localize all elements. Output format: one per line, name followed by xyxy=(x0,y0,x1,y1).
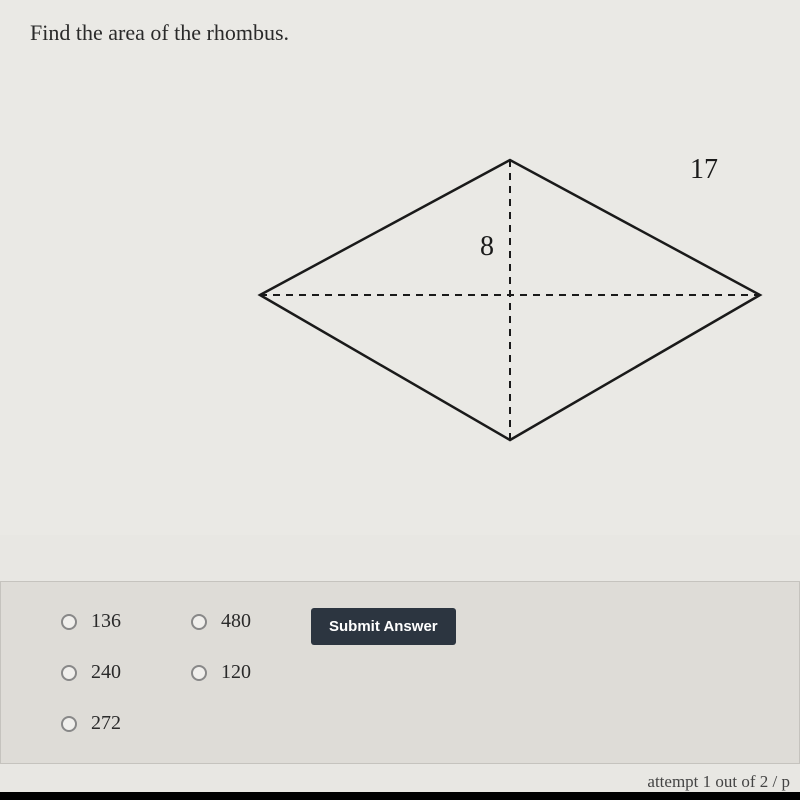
radio-icon xyxy=(61,665,77,681)
rhombus-diagram: 8 17 xyxy=(230,110,790,480)
submit-answer-button[interactable]: Submit Answer xyxy=(311,608,456,645)
option-120[interactable]: 120 xyxy=(191,661,251,684)
option-label: 120 xyxy=(221,661,251,684)
option-label: 240 xyxy=(91,661,121,684)
option-480[interactable]: 480 xyxy=(191,610,251,633)
answer-panel: 136 240 272 480 120 Submit Answer xyxy=(0,581,800,764)
question-area: Find the area of the rhombus. 8 17 xyxy=(0,0,800,535)
question-prompt: Find the area of the rhombus. xyxy=(30,20,770,46)
option-label: 272 xyxy=(91,712,121,735)
radio-icon xyxy=(61,716,77,732)
option-240[interactable]: 240 xyxy=(61,661,121,684)
option-label: 136 xyxy=(91,610,121,633)
label-seventeen: 17 xyxy=(690,154,718,185)
radio-icon xyxy=(191,614,207,630)
attempt-counter: attempt 1 out of 2 / p xyxy=(647,772,790,792)
bottom-bar xyxy=(0,792,800,800)
radio-icon xyxy=(61,614,77,630)
option-272[interactable]: 272 xyxy=(61,712,121,735)
label-eight: 8 xyxy=(480,231,494,262)
options-group: 136 240 272 480 120 xyxy=(61,610,251,735)
radio-icon xyxy=(191,665,207,681)
option-136[interactable]: 136 xyxy=(61,610,121,633)
option-label: 480 xyxy=(221,610,251,633)
option-column-1: 136 240 272 xyxy=(61,610,121,735)
option-column-2: 480 120 xyxy=(191,610,251,735)
